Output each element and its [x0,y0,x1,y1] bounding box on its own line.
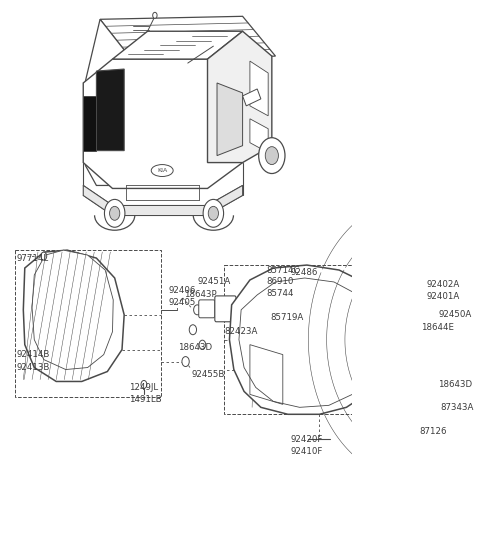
Circle shape [182,357,189,367]
Text: 92486: 92486 [290,268,317,277]
Text: 82423A: 82423A [224,327,258,336]
Text: 85719A: 85719A [270,314,304,322]
Polygon shape [112,31,242,59]
Circle shape [242,319,251,331]
Circle shape [193,305,201,315]
Text: 92450A: 92450A [439,310,472,319]
Text: 92410F: 92410F [290,447,323,455]
Circle shape [153,12,157,18]
Text: 85714C: 85714C [266,266,300,274]
Text: 1491LB: 1491LB [129,395,162,404]
Text: 92455B: 92455B [192,370,225,379]
Circle shape [199,340,206,349]
Circle shape [203,199,224,227]
Circle shape [189,325,196,335]
Circle shape [105,199,125,227]
Circle shape [259,137,285,173]
FancyBboxPatch shape [215,296,236,322]
Polygon shape [250,61,268,116]
Bar [224,265,418,415]
Text: 18643D: 18643D [178,343,212,352]
Circle shape [282,279,288,287]
Text: 18644E: 18644E [421,323,454,332]
Polygon shape [96,69,124,151]
Polygon shape [100,17,276,61]
Text: 1249JL: 1249JL [129,383,158,392]
Polygon shape [217,83,242,156]
Circle shape [262,306,267,314]
Text: 18643P: 18643P [184,290,217,299]
Polygon shape [250,119,268,152]
Circle shape [442,363,449,373]
Polygon shape [229,265,389,415]
Polygon shape [207,185,242,215]
Ellipse shape [151,164,173,177]
Polygon shape [85,19,133,185]
Polygon shape [239,278,378,407]
Polygon shape [32,250,113,369]
Polygon shape [83,96,96,151]
Text: 92406: 92406 [168,286,195,295]
Text: 86910: 86910 [266,278,293,286]
Circle shape [449,376,457,386]
Text: 92451A: 92451A [197,278,230,286]
Text: 18643D: 18643D [439,380,473,389]
Polygon shape [83,59,242,188]
Text: 85744: 85744 [266,289,293,299]
Circle shape [141,380,147,389]
Text: KIA: KIA [157,168,168,173]
FancyBboxPatch shape [238,328,253,344]
Text: 92402A: 92402A [427,280,460,289]
Text: 97714L: 97714L [16,253,48,263]
Text: 92420F: 92420F [290,434,323,444]
Circle shape [265,147,278,164]
Text: 87126: 87126 [420,427,447,436]
Text: 92413B: 92413B [16,363,49,372]
Circle shape [450,377,456,386]
FancyBboxPatch shape [199,300,215,318]
Circle shape [41,252,47,260]
Polygon shape [83,185,112,215]
Bar [14,250,161,397]
Polygon shape [24,250,124,381]
Circle shape [450,312,459,324]
Circle shape [208,206,218,220]
Circle shape [411,415,417,423]
Polygon shape [207,31,272,163]
Circle shape [433,394,439,401]
Text: 87343A: 87343A [440,403,473,412]
Polygon shape [242,89,261,106]
Text: 92414B: 92414B [16,350,49,359]
FancyBboxPatch shape [446,328,465,347]
Circle shape [109,206,120,220]
FancyBboxPatch shape [449,346,474,374]
Text: 92405: 92405 [168,299,195,307]
Polygon shape [112,205,207,215]
Text: 92401A: 92401A [427,293,460,301]
